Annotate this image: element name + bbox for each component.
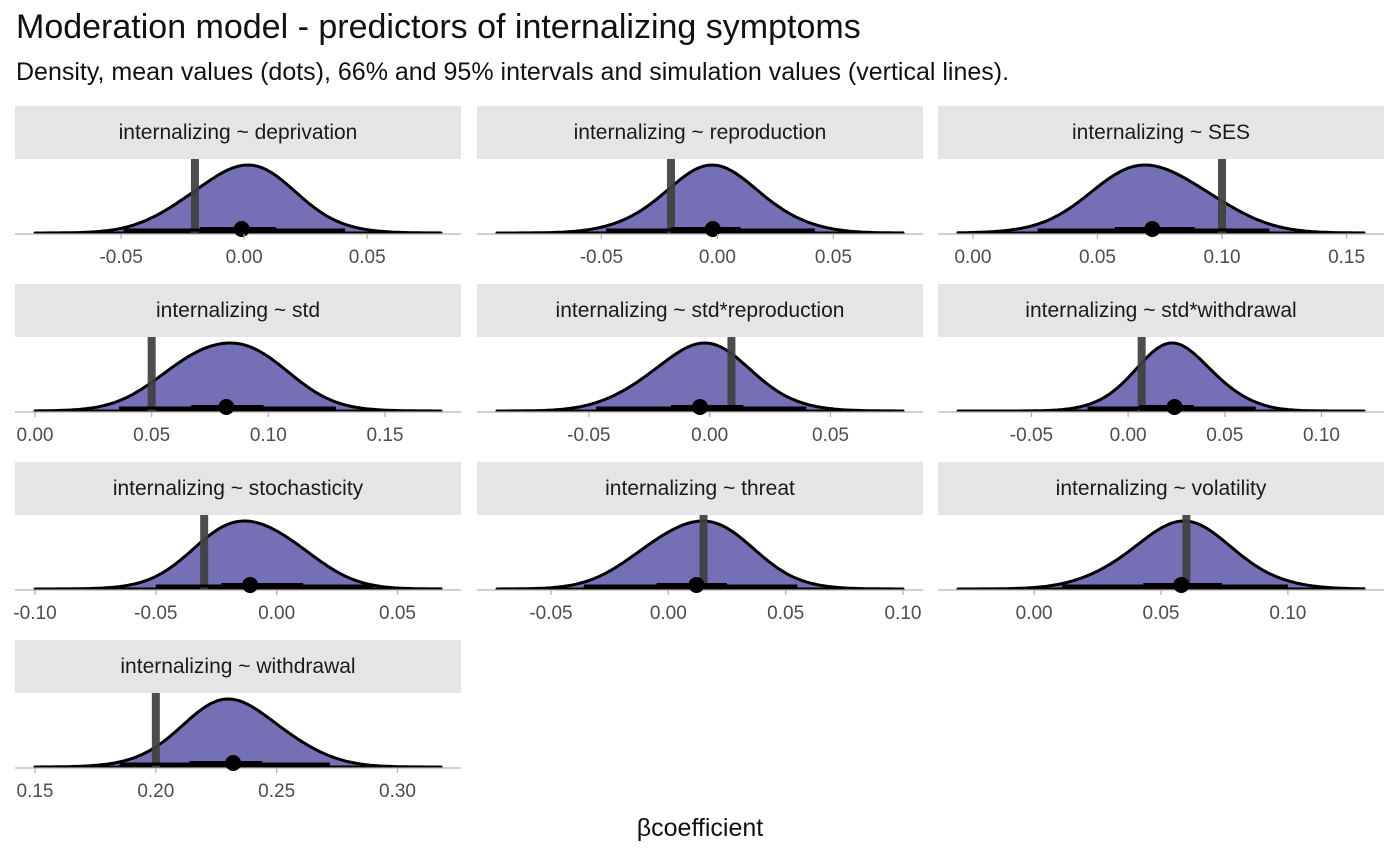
facet-panel-threat: internalizing ~ threat -0.05 0.00 0.05 0.10 — [477, 462, 923, 624]
x-tick-label: 0.05 — [349, 247, 386, 268]
x-tick-label: 0.15 — [17, 781, 54, 802]
density-plot: 0.15 0.20 0.25 0.30 — [15, 693, 461, 802]
x-tick-label: -0.05 — [580, 247, 623, 268]
x-tick-label: 0.00 — [1110, 425, 1147, 446]
x-tick-label: 0.10 — [1269, 603, 1306, 624]
x-tick-label: 0.30 — [379, 781, 416, 802]
x-tick-label: 0.00 — [650, 603, 687, 624]
simulation-value-line — [190, 159, 199, 233]
density-plot: 0.00 0.05 0.10 — [938, 515, 1384, 624]
density-area — [956, 341, 1366, 413]
x-tick-label: 0.10 — [885, 603, 922, 624]
mean-dot — [218, 399, 235, 415]
density-area — [495, 341, 905, 413]
facet-strip-label: internalizing ~ std*reproduction — [477, 284, 923, 337]
simulation-value-line — [667, 159, 675, 233]
facet-panel-std: internalizing ~ std 0.00 0.05 0.10 0.15 — [15, 284, 461, 446]
density-plot: -0.05 0.00 0.05 — [477, 159, 923, 268]
mean-dot — [242, 577, 259, 593]
chart-subtitle: Density, mean values (dots), 66% and 95%… — [16, 58, 1010, 86]
facet-strip-label: internalizing ~ std — [15, 284, 461, 337]
density-plot: -0.05 0.00 0.05 0.10 — [477, 515, 923, 624]
simulation-value-line — [147, 337, 156, 411]
x-tick-label: -0.05 — [99, 247, 142, 268]
simulation-value-line — [727, 337, 736, 411]
mean-dot — [1166, 399, 1183, 415]
simulation-value-line — [1218, 159, 1227, 233]
x-tick-label: 0.05 — [767, 603, 804, 624]
density-area — [33, 163, 443, 235]
facet-strip-label: internalizing ~ volatility — [938, 462, 1384, 515]
facet-strip-label: internalizing ~ reproduction — [477, 106, 923, 159]
facet-panel-ses: internalizing ~ SES 0.00 0.05 0.10 0.15 — [938, 106, 1384, 268]
density-area — [956, 519, 1366, 591]
simulation-value-line — [1182, 515, 1191, 589]
x-tick-label: -0.05 — [1010, 425, 1053, 446]
x-tick-label: 0.15 — [367, 425, 404, 446]
mean-dot — [225, 755, 242, 771]
mean-dot — [688, 577, 705, 593]
simulation-value-line — [699, 515, 708, 589]
facet-panel-volatility: internalizing ~ volatility 0.00 0.05 0.10 — [938, 462, 1384, 624]
x-tick-label: 0.25 — [258, 781, 295, 802]
x-tick-label: 0.05 — [1143, 603, 1180, 624]
density-plot: -0.05 0.00 0.05 — [477, 337, 923, 446]
x-tick-label: 0.05 — [379, 603, 416, 624]
density-area — [956, 163, 1366, 235]
facet-strip-label: internalizing ~ SES — [938, 106, 1384, 159]
mean-dot — [1173, 577, 1190, 593]
facet-panel-stochasticity: internalizing ~ stochasticity -0.10 -0.05… — [13, 462, 461, 624]
x-tick-label: 0.00 — [1016, 603, 1053, 624]
x-tick-label: 0.00 — [17, 425, 54, 446]
density-area — [33, 697, 443, 769]
simulation-value-line — [200, 515, 209, 589]
x-tick-label: -0.10 — [13, 603, 56, 624]
density-area — [33, 519, 443, 591]
facet-strip-label: internalizing ~ std*withdrawal — [938, 284, 1384, 337]
x-tick-label: 0.05 — [1079, 247, 1116, 268]
x-tick-label: 0.00 — [699, 247, 736, 268]
facet-strip-label: internalizing ~ withdrawal — [15, 640, 461, 693]
x-tick-label: -0.05 — [567, 425, 610, 446]
simulation-value-line — [151, 693, 160, 767]
density-plot: 0.00 0.05 0.10 0.15 — [15, 337, 461, 446]
density-plot: -0.10 -0.05 0.00 0.05 — [13, 515, 461, 624]
x-tick-label: 0.00 — [258, 603, 295, 624]
x-tick-label: 0.05 — [1206, 425, 1243, 446]
facet-strip-label: internalizing ~ stochasticity — [15, 462, 461, 515]
x-tick-label: 0.10 — [1303, 425, 1340, 446]
facet-panel-withdrawal: internalizing ~ withdrawal 0.15 0.20 0.25 0… — [15, 640, 461, 802]
x-tick-label: 0.00 — [954, 247, 991, 268]
facet-panel-std-reproduction: internalizing ~ std*reproduction -0.05 0.… — [477, 284, 923, 446]
x-axis-title: βcoefficient — [636, 814, 764, 842]
mean-dot — [692, 399, 708, 415]
x-tick-label: 0.10 — [250, 425, 287, 446]
facet-panel-std-withdrawal: internalizing ~ std*withdrawal -0.05 0.00… — [938, 284, 1384, 446]
density-plot: -0.05 0.00 0.05 0.10 — [938, 337, 1384, 446]
x-tick-label: -0.05 — [529, 603, 572, 624]
simulation-value-line — [1137, 337, 1146, 411]
x-tick-label: 0.15 — [1328, 247, 1365, 268]
x-tick-label: 0.05 — [133, 425, 170, 446]
mean-dot — [233, 221, 250, 237]
mean-dot — [1144, 221, 1161, 237]
x-tick-label: 0.20 — [137, 781, 174, 802]
facet-strip-label: internalizing ~ deprivation — [15, 106, 461, 159]
x-tick-label: -0.05 — [134, 603, 177, 624]
density-plot: -0.05 0.00 0.05 — [15, 159, 461, 268]
x-tick-label: 0.10 — [1204, 247, 1241, 268]
density-plot: 0.00 0.05 0.10 0.15 — [938, 159, 1384, 268]
mean-dot — [704, 221, 721, 237]
x-tick-label: 0.00 — [226, 247, 263, 268]
density-area — [495, 163, 905, 235]
x-tick-label: 0.00 — [691, 425, 728, 446]
facet-panel-reproduction: internalizing ~ reproduction -0.05 0.00 0.… — [477, 106, 923, 268]
chart-title: Moderation model - predictors of interna… — [16, 8, 861, 46]
density-area — [33, 341, 443, 413]
x-tick-label: 0.05 — [815, 247, 852, 268]
x-tick-label: 0.05 — [812, 425, 849, 446]
facet-strip-label: internalizing ~ threat — [477, 462, 923, 515]
facet-panel-deprivation: internalizing ~ deprivation -0.05 0.00 0.0… — [15, 106, 461, 268]
